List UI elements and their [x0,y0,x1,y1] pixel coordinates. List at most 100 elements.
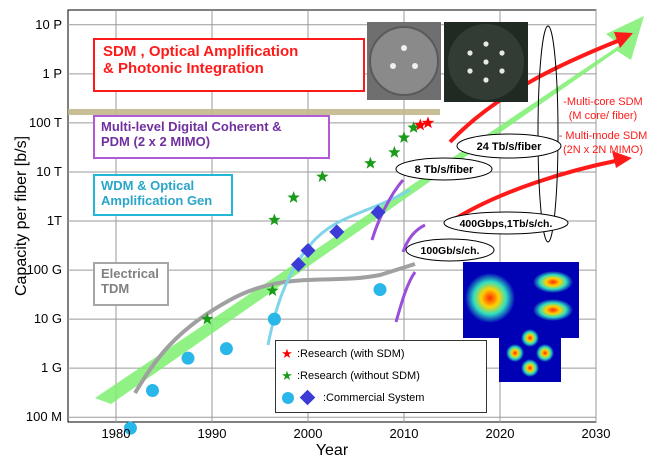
fiber-core [467,68,473,74]
fiber-image-1-core [412,63,418,69]
fiber-image-1-core [401,45,407,51]
y-tick-label: 100 G [27,262,62,277]
research-star-point [414,118,427,131]
tdm-curve [133,262,416,395]
commercial-circle-point [181,351,195,365]
legend-label: :Research (with SDM) [297,348,405,360]
callout-100g-text: 100Gb/s/ch. [421,245,480,257]
note-multimode-sdm: - Multi-mode SDM (2N x 2N MIMO) [548,130,657,158]
lp11-lobe [533,299,573,321]
callout-8tb-bubble [395,157,493,181]
legend-item-research-no-sdm: ★ :Research (without SDM) [280,368,420,384]
commercial-diamond-point [370,204,386,220]
sdm-arrow-upper [448,38,621,144]
y-axis-title: Capacity per fiber [b/s] [13,136,30,296]
fiber-image-1-cladding [369,26,439,96]
research-star-point [268,213,281,226]
coherent-curve-1 [370,179,405,241]
commercial-diamond-point [329,224,345,240]
lp01-mode [465,273,515,323]
fiber-image-1-core [390,63,396,69]
era-label-wdm-line1: WDM & Optical [101,178,195,193]
y-tick-label: 1T [47,213,62,228]
callout-400g-text: 400Gbps,1Tb/s/ch. [460,218,553,230]
sdm-arrow-upper-head [614,32,633,48]
lp21-lobe [521,329,539,347]
callout-24tb-bubble [456,133,562,159]
fiber-core [483,59,489,65]
commercial-circle-point [267,312,281,326]
callout-8tb: 8 Tb/s/fiber [395,157,493,181]
y-tick-label: 10 G [34,311,62,326]
era-label-wdm: WDM & Optical Amplification Gen [93,174,233,216]
x-tick-labels: 1980 1990 2000 2010 2020 2030 [102,426,611,441]
research-star-point [287,191,300,203]
callout-100g-bubble [405,238,495,262]
x-tick-label: 2030 [582,426,611,441]
callout-400g: 400Gbps,1Tb/s/ch. [443,211,569,235]
research-star-point [397,131,411,143]
commercial-markers-icon [282,390,316,406]
x-tick-label: 1990 [198,426,227,441]
research-star-point [421,116,435,129]
y-tick-label: 1 G [41,360,62,375]
lp21-lobe [536,344,554,362]
era-label-sdm-line2: & Photonic Integration [103,60,264,78]
era-label-coherent-line2: PDM (2 x 2 MIMO) [101,133,211,149]
era-label-tdm: Electrical TDM [93,262,169,306]
blue-diamond-icon [299,390,316,406]
x-tick-label: 2020 [486,426,515,441]
fiber-core [483,41,489,47]
legend-label: :Commercial System [323,392,425,404]
research-star-point [407,121,420,133]
sdm-arrows [448,32,633,224]
callout-400g-bubble [443,211,569,235]
fiber-image-1 [367,22,441,100]
commercial-diamond-point [300,243,316,259]
fiber-image-2-cores [467,41,505,83]
era-label-wdm-line2: Amplification Gen [101,192,213,208]
note-multimode-line2: (2N x 2N MIMO) [562,143,644,156]
y-tick-label: 100 T [29,115,62,130]
note-multicore-line1: -Multi-core SDM [563,96,643,108]
commercial-circle-point [219,342,233,356]
fiber-core [483,77,489,83]
sdm-arrow-lower [448,158,621,224]
trend-arrow [95,16,644,404]
note-multicore-line2: (M core/ fiber) [568,109,638,122]
fiber-image-2 [444,22,528,102]
coherent-curve-3 [401,223,426,253]
research-star-point [388,145,401,158]
commercial-circle-point [373,283,387,297]
era-label-coherent: Multi-level Digital Coherent & PDM (2 x … [93,115,330,159]
sdm-bracket-ellipse [537,25,559,243]
fiber-core [467,50,473,56]
fiber-core [499,50,505,56]
fiber-core [499,68,505,74]
x-tick-label: 2010 [390,426,419,441]
research-star-point [364,156,377,169]
mode-profile-image [463,262,579,382]
legend: ★ :Research (with SDM) ★ :Research (with… [275,340,487,413]
commercial-diamond-point [290,256,306,272]
callout-24tb-text: 24 Tb/s/fiber [477,141,543,153]
callout-8tb-text: 8 Tb/s/fiber [415,164,474,176]
era-label-coherent-line1: Multi-level Digital Coherent & [101,119,282,134]
y-tick-label: 100 M [26,409,62,424]
x-axis-title: Year [316,442,349,459]
lp11-lobe [533,271,573,293]
commercial-circle-point [145,384,159,398]
x-tick-label: 1980 [102,426,131,441]
coherent-curve-2 [394,271,417,323]
x-tick-label: 2000 [294,426,323,441]
green-star-icon: ★ [281,368,293,383]
y-tick-label: 10 T [36,164,62,179]
commercial-circle-point [123,421,137,435]
era-label-sdm: SDM , Optical Amplification & Photonic I… [93,38,365,92]
y-tick-label: 10 P [35,17,62,32]
legend-item-commercial: :Commercial System [280,390,424,406]
note-multimode-line1: - Multi-mode SDM [558,130,648,142]
cyan-circle-icon [282,392,294,404]
research-star-point [201,312,214,325]
callout-24tb: 24 Tb/s/fiber [456,133,562,159]
